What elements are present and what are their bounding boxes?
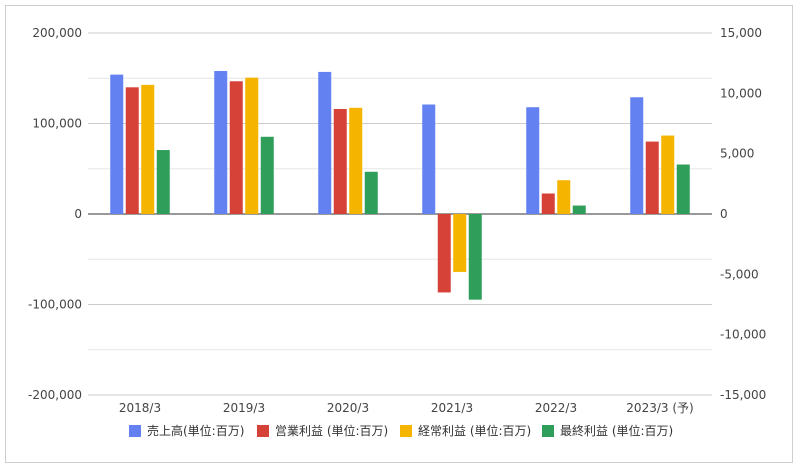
bar[interactable] <box>125 87 139 214</box>
bar[interactable] <box>245 77 259 214</box>
bar[interactable] <box>318 71 332 214</box>
bar[interactable] <box>214 71 228 214</box>
bar[interactable] <box>676 164 690 214</box>
left-axis-tick-label: -100,000 <box>28 298 82 312</box>
right-axis-tick-label: -5,000 <box>720 267 759 281</box>
bar[interactable] <box>110 74 124 214</box>
bar[interactable] <box>557 180 571 214</box>
bar[interactable] <box>260 136 274 214</box>
gridlines <box>88 32 712 396</box>
x-axis-tick-label: 2019/3 <box>223 401 265 415</box>
left-axis-tick-label: 200,000 <box>32 26 82 40</box>
x-axis-tick-label: 2022/3 <box>535 401 577 415</box>
bar[interactable] <box>661 135 675 214</box>
right-axis-tick-label: 0 <box>720 207 728 221</box>
right-axis-tick-label: 10,000 <box>720 86 762 100</box>
x-axis-tick-label: 2018/3 <box>119 401 161 415</box>
bars <box>110 71 690 300</box>
legend-swatch <box>129 425 141 437</box>
legend-swatch <box>400 425 412 437</box>
axes: 200,000 100,000 0 -100,000 -200,000 15,000 10,… <box>28 26 766 415</box>
x-axis-tick-label: 2021/3 <box>431 401 473 415</box>
bar[interactable] <box>229 81 243 215</box>
right-axis-tick-label: -10,000 <box>720 328 766 342</box>
bar[interactable] <box>572 205 586 214</box>
bar[interactable] <box>645 141 659 214</box>
legend-label: 売上高(単位:百万) <box>147 423 244 438</box>
right-axis-tick-label: 5,000 <box>720 147 754 161</box>
left-axis-tick-label: 100,000 <box>32 117 82 131</box>
x-axis-tick-label: 2020/3 <box>327 401 369 415</box>
left-axis-tick-label: -200,000 <box>28 388 82 402</box>
bar[interactable] <box>526 107 540 214</box>
bar[interactable] <box>468 214 482 300</box>
legend-label: 経常利益 (単位:百万) <box>418 423 531 438</box>
bar[interactable] <box>630 97 644 214</box>
bar[interactable] <box>364 171 378 214</box>
right-axis-tick-label: 15,000 <box>720 26 762 40</box>
bar[interactable] <box>453 214 467 272</box>
legend-label: 最終利益 (単位:百万) <box>560 423 673 438</box>
bar[interactable] <box>333 109 347 214</box>
left-axis-tick-label: 0 <box>74 207 82 221</box>
legend-swatch <box>257 425 269 437</box>
bar[interactable] <box>349 107 363 214</box>
right-axis-tick-label: -15,000 <box>720 388 766 402</box>
legend-swatch <box>542 425 554 437</box>
x-axis-tick-label: 2023/3 (予) <box>626 401 693 415</box>
chart-frame <box>5 5 793 463</box>
legend: 売上高(単位:百万) 営業利益 (単位:百万) 経常利益 (単位:百万) 最終利益 (… <box>129 423 673 438</box>
bar[interactable] <box>156 150 170 214</box>
bar[interactable] <box>422 104 436 214</box>
bar[interactable] <box>437 214 451 293</box>
legend-label: 営業利益 (単位:百万) <box>275 423 388 438</box>
bar[interactable] <box>141 84 155 215</box>
bar[interactable] <box>541 193 555 214</box>
